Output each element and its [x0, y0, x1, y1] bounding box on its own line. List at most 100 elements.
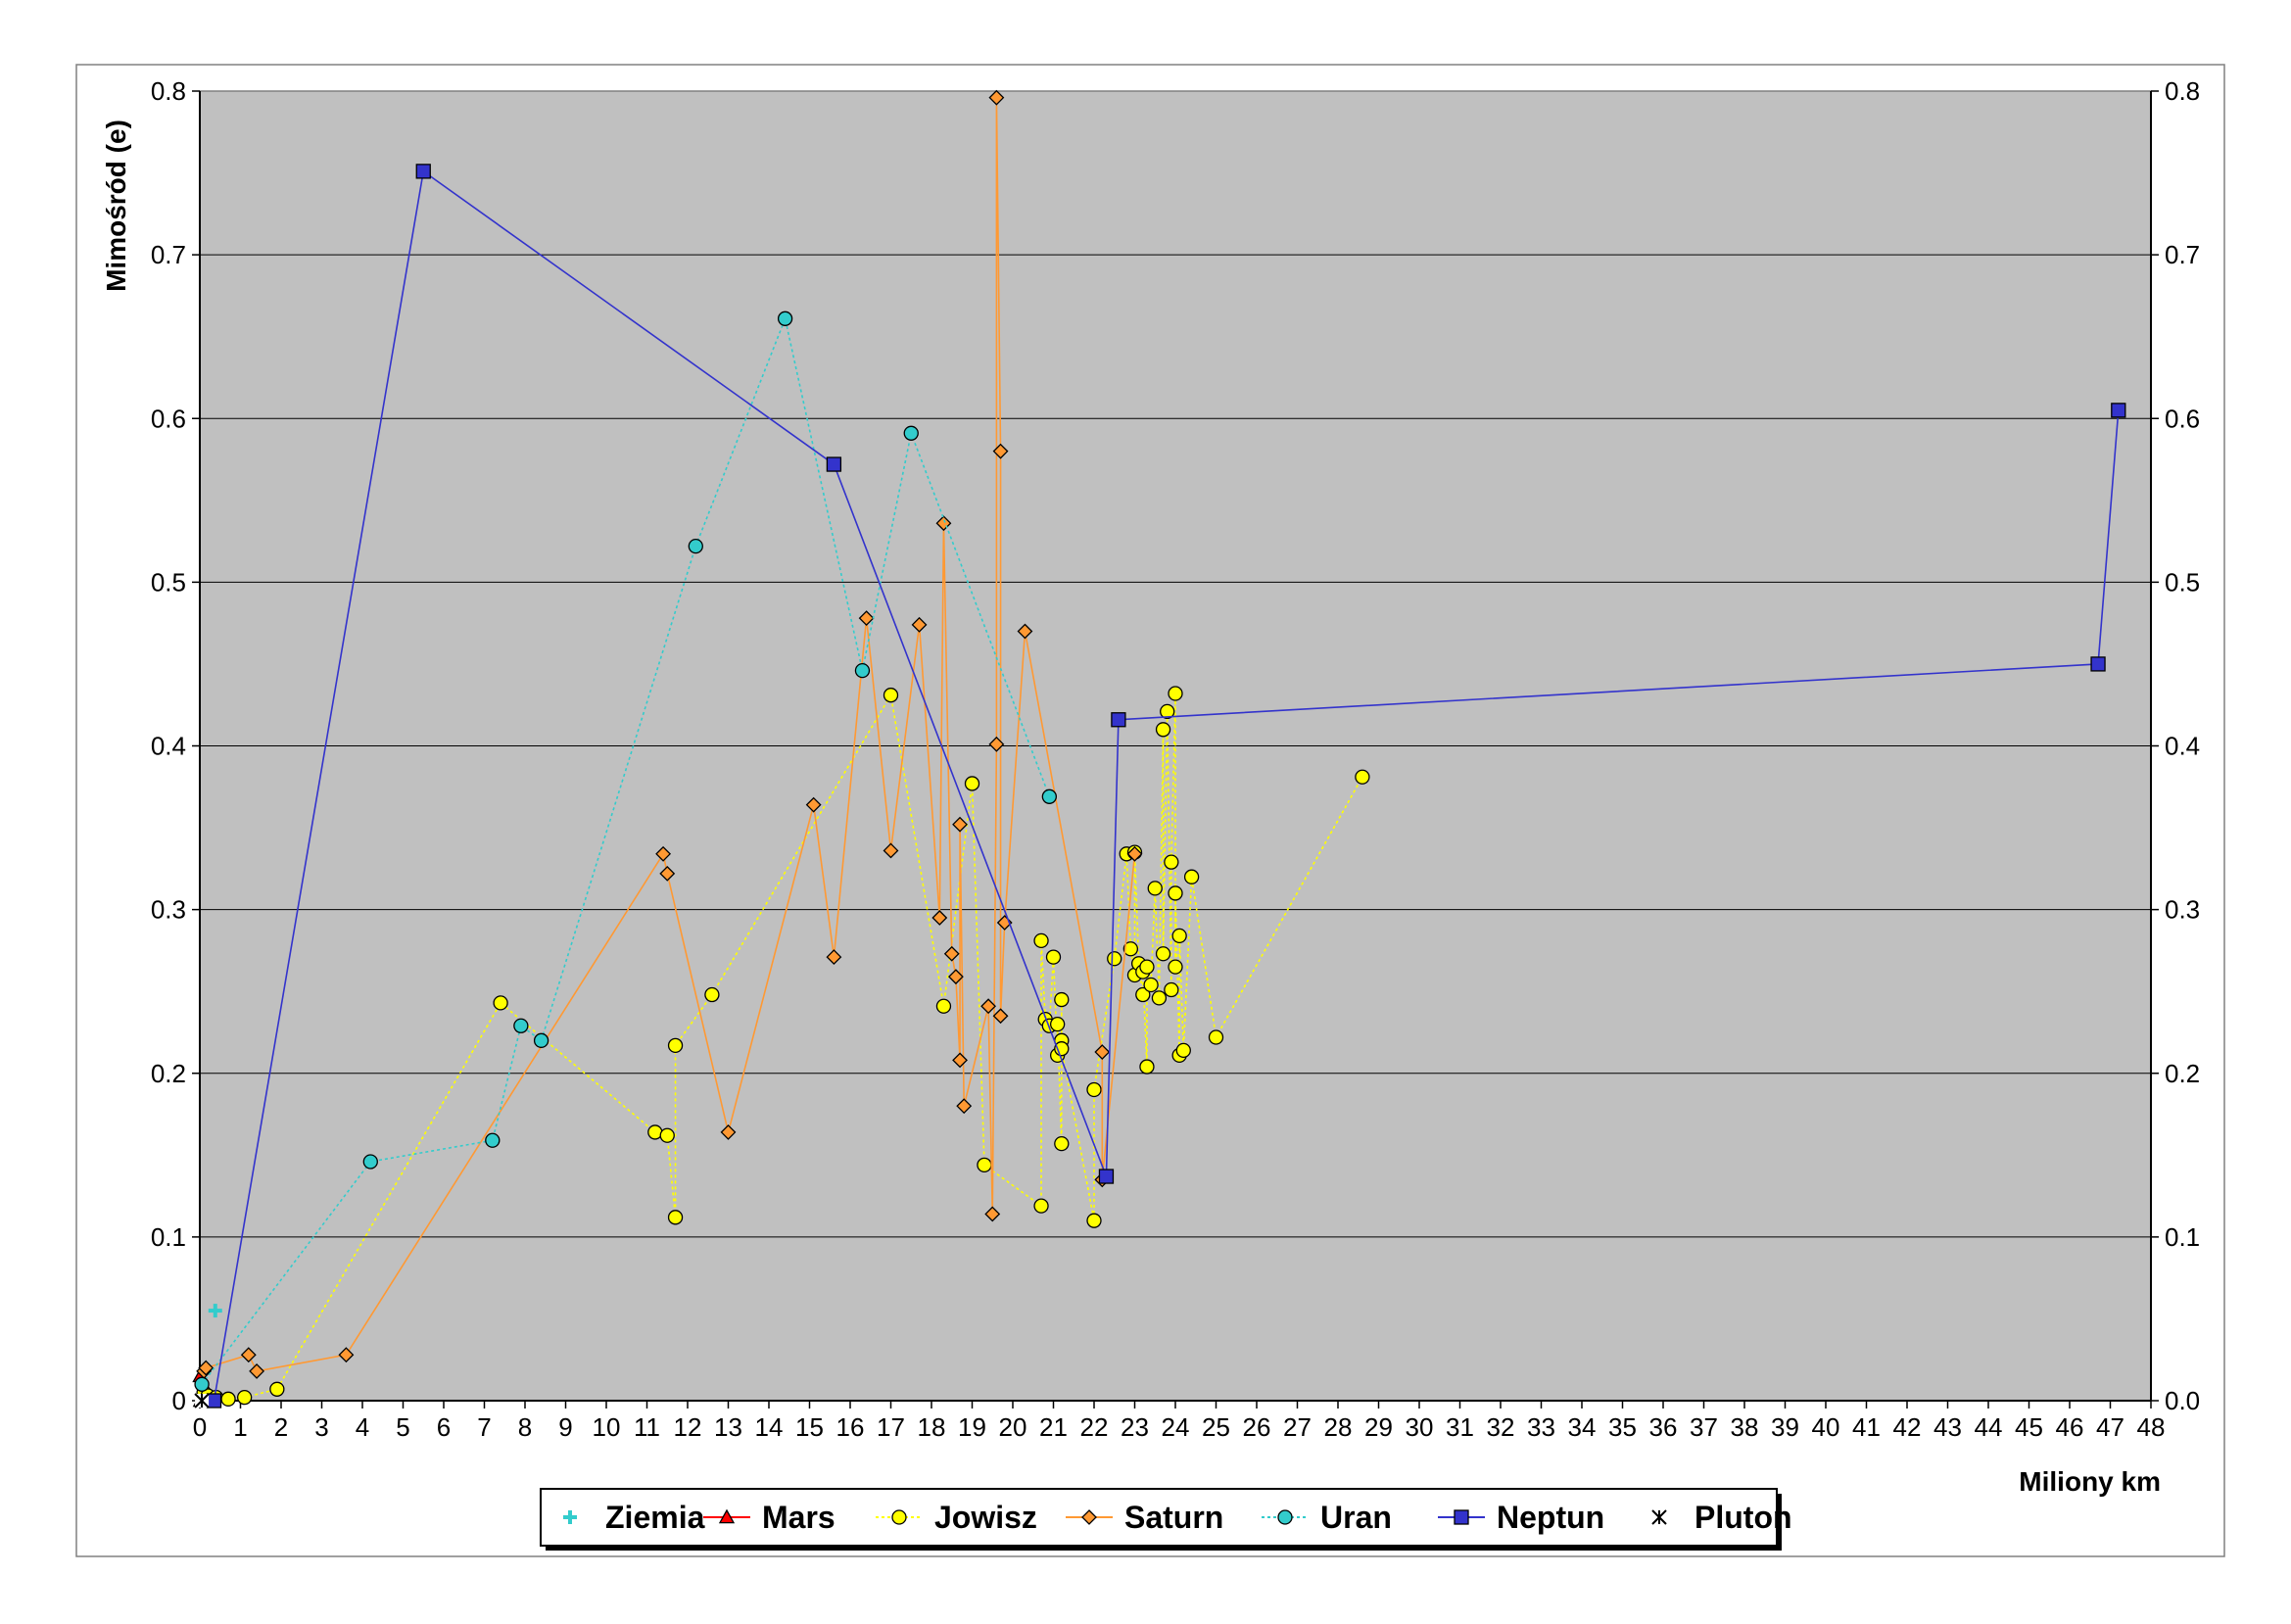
point-jowisz: [1108, 952, 1122, 966]
point-uran: [195, 1377, 209, 1391]
x-tick-label: 11: [634, 1412, 660, 1442]
legend-marker-neptun: [1455, 1510, 1468, 1524]
point-uran: [1042, 789, 1056, 803]
legend-label-saturn: Saturn: [1124, 1500, 1223, 1535]
x-tick-label: 22: [1080, 1412, 1109, 1442]
point-jowisz: [884, 689, 898, 702]
x-tick-label: 16: [836, 1412, 865, 1442]
x-tick-label: 10: [593, 1412, 621, 1442]
x-tick-label: 30: [1406, 1412, 1434, 1442]
x-tick-label: 46: [2056, 1412, 2084, 1442]
point-jowisz: [1087, 1214, 1101, 1227]
y-tick-label-left: 0.3: [151, 895, 186, 925]
x-tick-label: 35: [1608, 1412, 1637, 1442]
x-tick-label: 6: [437, 1412, 451, 1442]
x-tick-label: 9: [558, 1412, 572, 1442]
y-tick-label-left: 0.7: [151, 240, 186, 269]
x-tick-label: 27: [1283, 1412, 1312, 1442]
x-tick-label: 23: [1121, 1412, 1149, 1442]
point-jowisz: [1148, 882, 1162, 895]
x-tick-label: 48: [2137, 1412, 2166, 1442]
y-tick-label-right: 0.7: [2165, 240, 2200, 269]
y-tick-label-right: 0.2: [2165, 1059, 2200, 1088]
x-tick-label: 3: [314, 1412, 328, 1442]
point-uran: [514, 1019, 528, 1032]
point-uran: [689, 540, 702, 553]
y-tick-label-right: 0.8: [2165, 76, 2200, 106]
x-tick-label: 24: [1162, 1412, 1190, 1442]
legend-marker-jowisz: [892, 1510, 906, 1524]
point-jowisz: [1157, 723, 1170, 737]
point-jowisz: [1140, 960, 1154, 974]
x-tick-label: 4: [356, 1412, 369, 1442]
x-tick-label: 18: [918, 1412, 946, 1442]
x-tick-label: 42: [1893, 1412, 1922, 1442]
point-jowisz: [1034, 933, 1048, 947]
x-tick-label: 38: [1731, 1412, 1759, 1442]
point-uran: [904, 426, 918, 440]
point-jowisz: [1172, 929, 1186, 942]
y-tick-label-right: 0.3: [2165, 895, 2200, 925]
y-tick-label-right: 0.1: [2165, 1222, 2200, 1252]
x-axis-title: Miliony km: [2019, 1466, 2161, 1497]
legend-label-neptun: Neptun: [1497, 1500, 1604, 1535]
point-jowisz: [705, 988, 719, 1002]
x-tick-label: 31: [1446, 1412, 1474, 1442]
x-tick-label: 33: [1527, 1412, 1555, 1442]
point-jowisz: [1185, 870, 1199, 884]
legend-label-pluton: Pluton: [1694, 1500, 1792, 1535]
legend-label-jowisz: Jowisz: [934, 1500, 1037, 1535]
point-uran: [779, 311, 792, 325]
point-jowisz: [978, 1158, 991, 1171]
point-neptun: [2091, 657, 2105, 671]
legend-marker-uran: [1278, 1510, 1292, 1524]
point-uran: [535, 1033, 549, 1047]
x-tick-label: 21: [1039, 1412, 1068, 1442]
x-tick-label: 28: [1324, 1412, 1353, 1442]
x-tick-label: 2: [274, 1412, 288, 1442]
legend-label-uran: Uran: [1320, 1500, 1392, 1535]
point-jowisz: [1047, 950, 1061, 964]
x-tick-label: 47: [2096, 1412, 2124, 1442]
point-jowisz: [221, 1392, 235, 1406]
y-tick-label-right: 0.0: [2165, 1386, 2200, 1415]
point-jowisz: [1034, 1199, 1048, 1213]
point-jowisz: [1165, 855, 1178, 869]
x-tick-label: 0: [193, 1412, 207, 1442]
x-tick-label: 45: [2015, 1412, 2043, 1442]
y-tick-label-left: 0.2: [151, 1059, 186, 1088]
y-tick-label-right: 0.5: [2165, 567, 2200, 597]
legend-label-ziemia: Ziemia: [605, 1500, 705, 1535]
point-jowisz: [1165, 983, 1178, 997]
point-pluton: [195, 1394, 209, 1408]
point-jowisz: [966, 777, 979, 790]
point-jowisz: [1169, 886, 1182, 900]
x-tick-label: 40: [1812, 1412, 1840, 1442]
y-tick-label-left: 0.4: [151, 732, 186, 761]
x-tick-label: 26: [1243, 1412, 1271, 1442]
x-tick-label: 17: [877, 1412, 905, 1442]
legend-marker-pluton: [1652, 1510, 1666, 1524]
x-tick-label: 20: [999, 1412, 1027, 1442]
point-jowisz: [936, 999, 950, 1013]
y-axis-title: Mimośród (e): [101, 119, 131, 292]
series-pluton: [195, 1394, 209, 1408]
point-jowisz: [1144, 979, 1158, 992]
y-tick-label-left: 0.6: [151, 404, 186, 433]
point-neptun: [1099, 1170, 1113, 1183]
point-jowisz: [660, 1128, 674, 1142]
point-jowisz: [1087, 1082, 1101, 1096]
y-tick-label-left: 0.1: [151, 1222, 186, 1252]
y-tick-label-right: 0.6: [2165, 404, 2200, 433]
x-tick-label: 25: [1202, 1412, 1230, 1442]
point-uran: [486, 1133, 500, 1147]
x-tick-label: 29: [1364, 1412, 1393, 1442]
x-tick-label: 19: [958, 1412, 986, 1442]
y-tick-label-left: 0.5: [151, 567, 186, 597]
y-tick-label-right: 0.4: [2165, 732, 2200, 761]
point-jowisz: [1051, 1018, 1065, 1031]
point-jowisz: [1152, 991, 1166, 1005]
point-uran: [363, 1155, 377, 1169]
x-tick-label: 5: [396, 1412, 409, 1442]
